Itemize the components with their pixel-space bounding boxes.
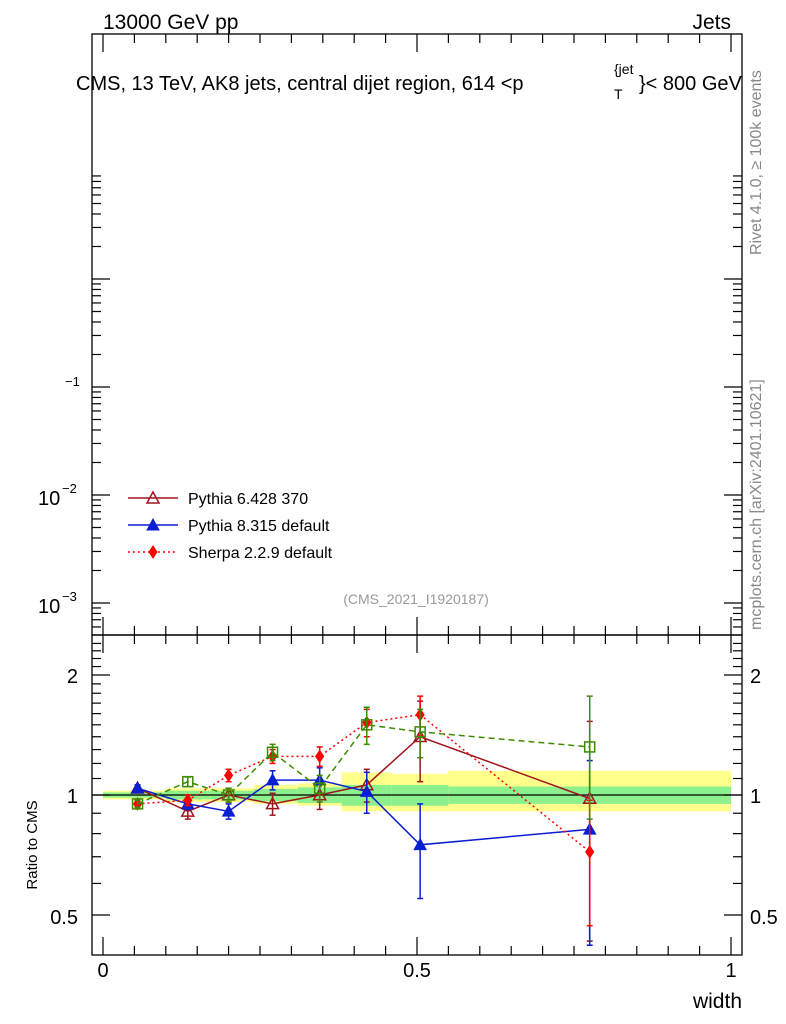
data-point (221, 804, 236, 817)
mcplots-label: mcplots.cern.ch [arXiv:2401.10621] (748, 379, 765, 630)
title-superscript: {jet (614, 61, 634, 77)
legend-entry-pythia8: Pythia 8.315 default (128, 517, 330, 535)
legend-entry-pythia6: Pythia 6.428 370 (128, 490, 308, 508)
legend-label-pythia8: Pythia 8.315 default (188, 518, 330, 535)
legend-marker-pythia8 (146, 517, 160, 531)
series-0 (130, 700, 597, 942)
collision-label: 13000 GeV pp (103, 11, 238, 34)
x-label-05: 0.5 (403, 960, 431, 982)
x-label-1: 1 (725, 960, 736, 982)
data-point (183, 793, 193, 808)
data-point (359, 784, 374, 797)
plot-title: CMS, 13 TeV, AK8 jets, central dijet reg… (76, 61, 743, 102)
main-y-label-1e-2: 10 −2 (38, 481, 77, 510)
main-y-label-1e-1: −1 (65, 374, 80, 389)
ratio-y-label-2-left: 2 (67, 666, 78, 688)
legend-label-sherpa: Sherpa 2.2.9 default (188, 545, 333, 562)
legend-entry-sherpa: Sherpa 2.2.9 default (128, 545, 333, 562)
data-point (585, 844, 595, 859)
data-point (583, 741, 596, 753)
main-y-label-1e-3-base: 10 (38, 596, 60, 618)
data-point (413, 837, 427, 851)
main-y-label-1e-3-exp: −3 (62, 589, 77, 604)
main-y-tick-labels: −1 10 −2 10 −3 (38, 374, 80, 618)
main-y-label-1e-1-exp: −1 (65, 374, 80, 389)
main-y-axis (92, 34, 742, 635)
x-axis-title: width (692, 990, 742, 1013)
series-line (137, 779, 590, 846)
series-3 (131, 695, 596, 820)
series-line (137, 713, 591, 853)
data-point (414, 726, 426, 738)
data-point (180, 803, 196, 817)
main-y-label-1e-2-base: 10 (38, 488, 60, 510)
data-point (361, 719, 373, 731)
legend: Pythia 6.428 370 Pythia 8.315 default Sh… (128, 490, 333, 562)
rivet-version-label: Rivet 4.1.0, ≥ 100k events (748, 70, 765, 255)
data-point (130, 781, 145, 794)
data-point (223, 768, 234, 783)
series-line (137, 735, 590, 813)
data-point (266, 746, 279, 759)
ratio-y-label-05-left: 0.5 (50, 907, 78, 929)
legend-marker-sherpa (148, 545, 158, 559)
data-point (131, 798, 144, 810)
ratio-y-label-1-left: 1 (67, 786, 78, 808)
x-label-0: 0 (97, 960, 108, 982)
ratio-y-label-1-right: 1 (750, 786, 761, 808)
process-label: Jets (692, 11, 731, 34)
title-subscript: T (614, 86, 623, 102)
ratio-series (130, 695, 597, 946)
data-point (182, 775, 194, 788)
data-point (313, 782, 326, 794)
legend-label-pythia6: Pythia 6.428 370 (188, 491, 308, 508)
ratio-axes (92, 635, 742, 955)
main-y-label-1e-3: 10 −3 (38, 589, 77, 618)
data-point (222, 789, 235, 801)
ratio-y-label-05-right: 0.5 (750, 907, 778, 929)
data-point (315, 749, 325, 764)
analysis-id: (CMS_2021_I1920187) (343, 591, 489, 607)
legend-marker-pythia6 (145, 490, 161, 504)
ratio-y-label-2-right: 2 (750, 666, 761, 688)
title-main: CMS, 13 TeV, AK8 jets, central dijet reg… (76, 73, 524, 95)
data-point (265, 773, 280, 786)
ratio-y-axis-title: Ratio to CMS (24, 800, 41, 889)
data-point (265, 796, 280, 810)
main-y-label-1e-2-exp: −2 (62, 481, 77, 496)
title-end: }< 800 GeV (639, 73, 743, 95)
series-line (137, 724, 590, 805)
